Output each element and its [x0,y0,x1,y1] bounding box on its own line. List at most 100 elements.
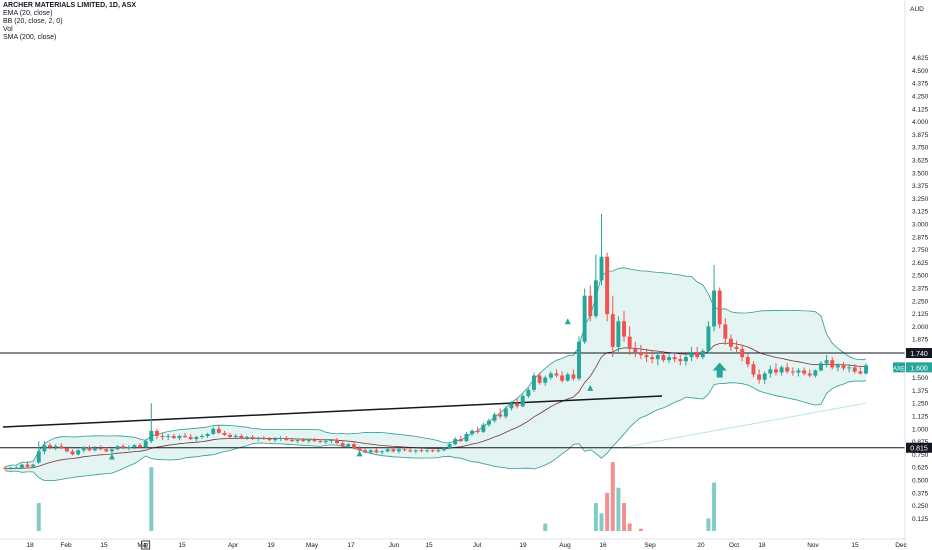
x-tick-label: Feb [60,542,72,549]
candle-body [53,446,58,448]
candle-body [734,346,739,349]
candle-body [717,290,722,325]
candle-body [76,450,81,455]
candle-body [301,440,306,442]
candle-body [852,367,857,372]
candle-body [824,360,829,364]
trendline [2,395,663,428]
currency-label: AUD [910,6,924,13]
candle-body [441,448,446,451]
y-tick-label: 3.750 [912,145,929,152]
volume-bar [605,492,610,531]
x-tick-label: 15 [178,542,186,549]
candle-body [25,464,30,467]
y-tick-label: 2.500 [912,273,929,280]
symbol-tag-bg [893,362,905,373]
candle-body [841,365,846,369]
candle-body [233,435,238,437]
x-tick-label: 18 [26,542,34,549]
candle-body [464,433,469,442]
candle-body [228,434,233,437]
candle-body [773,369,778,373]
y-tick-label: 2.750 [912,247,929,254]
candle-body [290,440,294,442]
candle-body [31,464,36,467]
candle-body [593,280,598,317]
price-axis[interactable]: AUD 4.625 4.500 4.375 4.250 4.125 4.000 3.875 3.… [904,0,929,550]
x-tick-label: Nov [807,542,819,549]
x-tick-label: Dec [895,542,907,549]
candle-body [672,357,677,360]
y-tick-label: 0.125 [912,516,929,523]
candle-body [19,464,24,468]
candle-body [475,430,480,432]
time-axis[interactable]: 18 Feb 15 Mar 15 Apr 19 May 17 Jun 15 Jul 19 Aug 16 Sep… [0,538,908,549]
candle-body [813,370,818,376]
candle-body [633,348,638,352]
candle-body [605,256,610,315]
candle-body [188,436,193,440]
legend-title: ARCHER MATERIALS LIMITED, 1D, ASX [3,2,137,9]
candle-body [751,364,756,375]
candle-body [3,467,7,469]
candle-body [222,432,227,435]
y-tick-label: 4.125 [912,106,929,113]
x-tick-label: 17 [347,542,355,549]
hline-tag-label: 1.740 [910,351,928,358]
candle-body [723,324,728,339]
candle-body [509,403,514,409]
candle-body [284,438,289,441]
candle-body [678,359,683,362]
last-price-tag-label: 1.600 [910,365,928,372]
y-tick-label: 4.375 [912,81,929,88]
bb-upper [4,267,867,468]
x-tick-label: Mar [137,542,149,549]
candle-body [537,375,542,383]
candle-body [318,441,323,443]
volume-bar [712,482,717,531]
candle-body [216,428,221,433]
candle-body [104,449,109,452]
candle-body [391,449,396,452]
x-tick-label: 19 [519,542,527,549]
candle-body [132,445,137,448]
candle-body [492,414,497,421]
buy-signal-marker [356,450,363,457]
y-tick-label: 3.250 [912,196,929,203]
candle-body [638,352,643,356]
candle-body [627,336,632,349]
support-trendline [2,395,663,428]
x-tick-label: 15 [100,542,108,549]
x-tick-label: 18 [758,542,766,549]
candle-body [515,403,520,407]
horizontal-lines[interactable] [0,352,905,449]
y-tick-label: 4.250 [912,94,929,101]
x-tick-label: Oct [729,542,739,549]
candle-body [261,438,266,440]
candle-body [554,373,559,376]
candle-body [340,443,345,447]
earnings-letter: E [144,544,148,550]
candle-body [59,446,64,449]
candle-body [368,450,373,453]
volume-bar [638,528,643,531]
candle-body [396,449,401,452]
candle-body [610,314,615,347]
y-tick-label: 2.375 [912,286,929,293]
candle-body [245,436,249,439]
y-tick-label: 0.250 [912,503,929,510]
buy-signal-marker [108,453,115,460]
candle-body [757,374,762,380]
candle-body [64,448,69,452]
candle-body [768,369,773,374]
y-tick-label: 0.750 [912,452,929,459]
buy-signal-marker [587,384,594,391]
buy-signal-marker [564,318,571,325]
candle-body [160,435,165,437]
candles [3,213,868,470]
candle-body [667,357,672,361]
candle-body [565,374,570,381]
candle-body [858,371,863,374]
candle-body [380,451,385,453]
